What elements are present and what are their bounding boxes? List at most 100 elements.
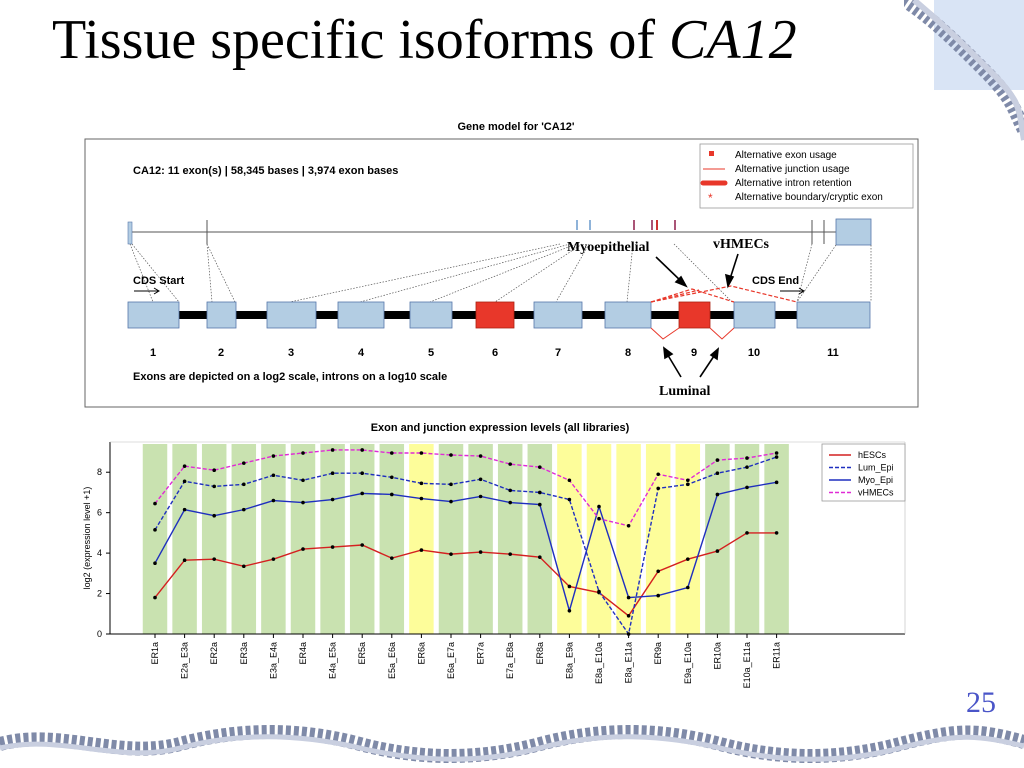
data-point <box>774 531 779 535</box>
exon-number-label: 5 <box>428 347 434 359</box>
data-point <box>271 557 276 561</box>
x-tick-label: ER10a <box>712 642 722 670</box>
data-point <box>508 552 512 556</box>
exon-8 <box>604 301 652 329</box>
category-band <box>172 444 197 634</box>
data-point <box>715 471 720 476</box>
category-band <box>764 444 789 634</box>
exon-number-label: 11 <box>827 347 839 359</box>
x-tick-label: E2a_E3a <box>180 642 190 679</box>
gene-model-legend: Alternative exon usage Alternative junct… <box>699 143 914 209</box>
category-band <box>616 444 641 634</box>
annotation-arrows <box>655 253 739 378</box>
data-point <box>419 451 424 455</box>
exon-number-label: 6 <box>492 347 498 359</box>
data-point <box>182 507 187 512</box>
data-point <box>626 595 631 600</box>
data-point <box>715 549 720 553</box>
data-point <box>686 557 690 561</box>
y-tick-label: 8 <box>97 467 102 477</box>
x-tick-label: E8a_E10a <box>594 642 604 684</box>
data-point <box>656 569 660 574</box>
category-band <box>468 444 493 634</box>
data-point <box>626 524 631 528</box>
data-point <box>626 614 631 618</box>
exon-numbers: 1 2 3 4 5 6 7 8 9 10 11 <box>150 347 839 359</box>
x-tick-label: E9a_E10a <box>683 642 693 684</box>
data-point <box>390 492 394 497</box>
category-band <box>290 444 316 634</box>
chart-legend-label: vHMECs <box>858 488 894 498</box>
genomic-track <box>127 218 872 246</box>
x-tick-label: ER2a <box>209 642 219 665</box>
y-tick-label: 2 <box>97 589 102 599</box>
data-point <box>686 478 690 483</box>
exon-10 <box>733 301 776 329</box>
series-line-hescs <box>154 532 777 617</box>
data-point <box>242 507 246 512</box>
data-point <box>715 492 720 497</box>
data-point <box>330 545 335 549</box>
chart-legend-label: Lum_Epi <box>858 463 894 473</box>
data-point <box>449 499 453 504</box>
data-point <box>508 462 512 466</box>
legend-square-icon <box>709 151 714 156</box>
x-tick-label: E8a_E11a <box>624 642 634 683</box>
exon-number-label: 9 <box>691 347 697 359</box>
page-number: 25 <box>966 686 996 719</box>
data-point <box>538 555 542 559</box>
series-line-lum-epi <box>154 456 777 636</box>
legend-item-junction-usage: Alternative junction usage <box>735 164 850 175</box>
x-tick-label: E3a_E4a <box>268 642 278 679</box>
data-point <box>271 454 276 458</box>
slide-title: Tissue specific isoforms of CA12 <box>52 8 797 72</box>
annotation-vhmecs: vHMECs <box>713 237 770 252</box>
category-band <box>438 444 464 634</box>
exon-number-label: 1 <box>150 347 156 359</box>
data-point <box>774 455 779 459</box>
chart-legend-label: Myo_Epi <box>858 475 893 485</box>
x-tick-label: E6a_E7a <box>446 642 456 679</box>
data-point <box>390 556 394 560</box>
slide-title-gene: CA12 <box>669 9 797 71</box>
data-point <box>715 458 720 462</box>
data-point <box>449 552 453 556</box>
data-point <box>538 465 542 469</box>
data-point <box>745 485 749 490</box>
data-point <box>745 456 749 460</box>
data-point <box>182 464 187 468</box>
expression-chart: 0 2 4 6 8 log2 (expression level +1) ER1a E2a_E… <box>82 441 906 688</box>
x-tick-label: E8a_E9a <box>564 642 574 679</box>
data-point <box>301 451 305 455</box>
exon-number-label: 2 <box>218 347 224 359</box>
data-point <box>212 513 216 518</box>
exon-6-alternative <box>475 301 515 329</box>
x-tick-label: ER4a <box>298 642 308 665</box>
data-point <box>478 550 483 554</box>
data-point <box>508 488 512 493</box>
data-point <box>330 448 335 452</box>
data-point <box>242 482 246 487</box>
data-point <box>774 480 779 485</box>
cds-end-label: CDS End <box>752 275 799 287</box>
data-point <box>182 558 187 562</box>
data-point <box>686 482 690 487</box>
data-point <box>153 528 157 532</box>
x-tick-label: ER6a <box>416 642 426 665</box>
x-tick-label: ER1a <box>150 642 160 665</box>
category-band <box>349 444 375 634</box>
data-point <box>538 490 542 495</box>
data-point <box>745 531 749 535</box>
annotation-luminal: Luminal <box>659 384 710 399</box>
series-line-vhmecs <box>154 449 777 527</box>
exon-1 <box>127 301 180 329</box>
legend-asterisk-icon: * <box>708 191 713 205</box>
data-point <box>330 471 335 476</box>
category-band <box>409 444 434 634</box>
data-point <box>774 451 779 455</box>
exon-track <box>127 285 871 340</box>
category-band <box>497 444 523 634</box>
scale-note: Exons are depicted on a log2 scale, intr… <box>133 371 447 383</box>
data-point <box>360 491 365 496</box>
data-point <box>242 564 246 569</box>
